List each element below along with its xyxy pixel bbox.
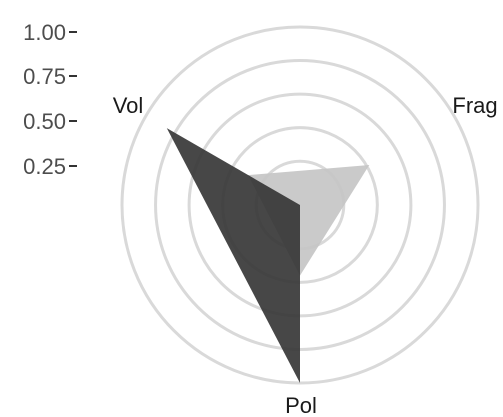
- radial-axis: 1.00 0.75 0.50 0.25: [23, 20, 77, 179]
- axis-label-vol: Vol: [113, 93, 144, 118]
- radial-tick-label: 0.75: [23, 64, 66, 89]
- radial-tick-label: 0.50: [23, 109, 66, 134]
- axis-label-pol: Pol: [285, 393, 317, 417]
- radial-tick-label: 1.00: [23, 20, 66, 45]
- axis-labels: Vol Frag Pol: [113, 93, 498, 417]
- series-layer: [166, 128, 370, 383]
- radial-tick-label: 0.25: [23, 154, 66, 179]
- series-area-2: [166, 128, 300, 383]
- axis-label-frag: Frag: [452, 93, 497, 118]
